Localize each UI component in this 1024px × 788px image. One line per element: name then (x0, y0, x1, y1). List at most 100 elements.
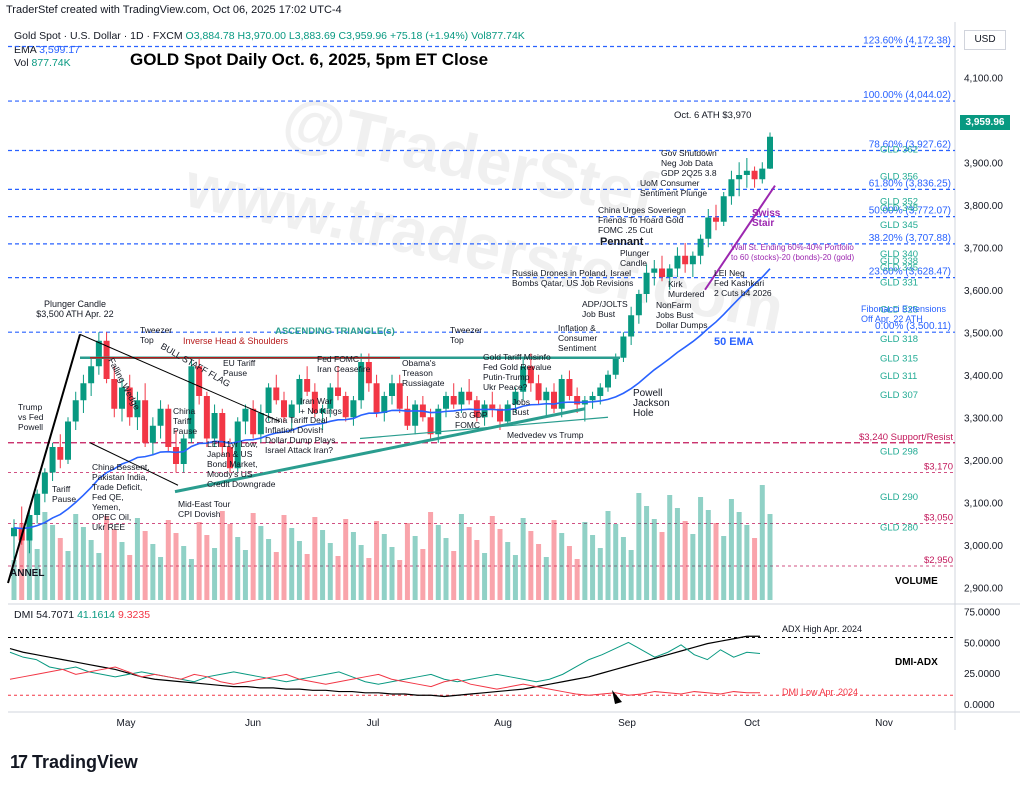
candle-body (134, 400, 141, 418)
adx-line (9, 635, 760, 698)
annotation-tariff-pause: Pause (52, 494, 76, 504)
candle-body (589, 396, 596, 401)
tradingview-mark-icon: 17 (10, 752, 28, 772)
volume-bar (389, 547, 395, 600)
fib-level-label: 23.60% (3,628.47) (869, 267, 951, 278)
support-level-label: $2,950 (924, 555, 953, 566)
candle-body (188, 366, 195, 439)
volume-bar (698, 497, 704, 600)
candle-body (635, 294, 642, 316)
volume-bar (536, 544, 542, 600)
price-tick-label: 3,300.00 (964, 413, 1003, 424)
ascending-support-trendline (174, 407, 586, 494)
time-tick-label: Sep (618, 718, 636, 729)
vol-legend[interactable]: Vol 877.74K (14, 57, 71, 69)
annotation-jobs-bust: Bust (512, 407, 530, 417)
volume-bar (335, 556, 341, 600)
annotation-trump: Trump (18, 402, 43, 412)
candle-body (165, 408, 172, 447)
gld-level-label: GLD 338 (880, 256, 918, 267)
volume-bar (350, 532, 356, 600)
volume-bar (366, 558, 372, 600)
candle-body (234, 421, 241, 469)
volume-bar (374, 521, 380, 600)
price-tick-label: 3,700.00 (964, 243, 1003, 254)
annotation-bull-flag: BULL STAFF FLAG (159, 341, 232, 389)
candle-body (543, 391, 550, 401)
flag-line (89, 442, 179, 486)
candle-body (659, 268, 665, 277)
symbol-legend: Gold Spot · U.S. Dollar · 1D · FXCM O3,8… (14, 30, 525, 42)
volume-bar (759, 485, 765, 600)
volume-bar (65, 551, 71, 600)
ohlc-open: O3,884.78 (185, 30, 235, 42)
annotation-uom: Sentiment Plunge (640, 188, 707, 198)
candle-body (342, 396, 349, 418)
candle-body (111, 379, 118, 409)
candle-body (196, 366, 203, 396)
ema-legend[interactable]: EMA 3,599.17 (14, 44, 80, 56)
support-level-label: $3,240 Support/Resist (859, 432, 953, 443)
volume-bar (212, 548, 218, 600)
volume-bar (651, 519, 657, 600)
annotation-china-deal: Israel Attack Iran? (265, 445, 333, 455)
time-tick-label: Aug (494, 718, 512, 729)
annotation-powell: Hole (633, 408, 654, 419)
volume-bar (88, 540, 94, 600)
volume-bar (381, 534, 387, 600)
annotation-lei: Bond Market, (207, 459, 258, 469)
volume-bar (466, 527, 472, 600)
fib-level-label: 0.00% (3,500.11) (875, 321, 951, 332)
volume-bar (80, 527, 86, 600)
candle-body (682, 255, 689, 265)
candle-body (705, 217, 712, 239)
candle-body (103, 340, 110, 379)
candle-body (11, 527, 17, 537)
volume-bar (119, 542, 125, 600)
annotation-gov-shutdown: Neg Job Data (661, 158, 713, 168)
gld-level-label: GLD 345 (880, 220, 918, 231)
dmi-legend[interactable]: DMI 54.7071 41.1614 9.3235 (14, 609, 150, 621)
volume-bar (281, 515, 287, 600)
ohlc-high: H3,970.00 (237, 30, 286, 42)
dmi-label: DMI (14, 609, 34, 621)
annotation-fed-fomc: Iran Ceasefire (317, 364, 371, 374)
volume-bar (420, 549, 426, 600)
ema-line (13, 268, 771, 530)
annotation-trump: Powell (18, 422, 43, 432)
volume-bar (613, 524, 619, 600)
time-tick-label: Jun (245, 718, 261, 729)
fib-level-label: 61.80% (3,836.25) (869, 178, 951, 189)
volume-bar (219, 511, 225, 600)
annotation-lei: Credit Downgrade (207, 479, 276, 489)
gld-level-label: GLD 318 (880, 334, 918, 345)
annotation-wallst: to 60 (stocks)-20 (bonds)-20 (gold) (731, 253, 855, 262)
gld-level-label: GLD 315 (880, 354, 918, 365)
price-tick-label: 3,800.00 (964, 201, 1003, 212)
candle-body (628, 315, 635, 337)
volume-bar (312, 517, 318, 600)
candle-body (265, 387, 272, 413)
symbol-name[interactable]: Gold Spot · U.S. Dollar · 1D · FXCM (14, 30, 183, 42)
candle-body (551, 391, 557, 409)
price-tick-label: 3,900.00 (964, 158, 1003, 169)
dmi-panel-label: DMI-ADX (895, 657, 938, 668)
ema-value: 3,599.17 (39, 44, 80, 56)
tradingview-logo[interactable]: 17 TradingView (10, 752, 138, 773)
candle-body (497, 408, 503, 422)
dmi-annotation: ADX High Apr. 2024 (782, 624, 862, 634)
candle-body (751, 170, 758, 180)
annotation-lei-neg: LEI Neg (714, 268, 745, 278)
time-tick-label: May (117, 718, 136, 729)
volume-bar (505, 542, 511, 600)
annotation-jobs-bust: Jobs (512, 397, 530, 407)
annotation-tariff-pause: Tariff (52, 484, 71, 494)
candle-body (728, 179, 735, 197)
currency-button[interactable]: USD (964, 30, 1006, 50)
annotation-obama: Treason (402, 368, 433, 378)
volume-bar (304, 554, 310, 600)
candle-body (574, 396, 581, 405)
candle-body (335, 387, 341, 396)
volume-bar (358, 545, 364, 600)
